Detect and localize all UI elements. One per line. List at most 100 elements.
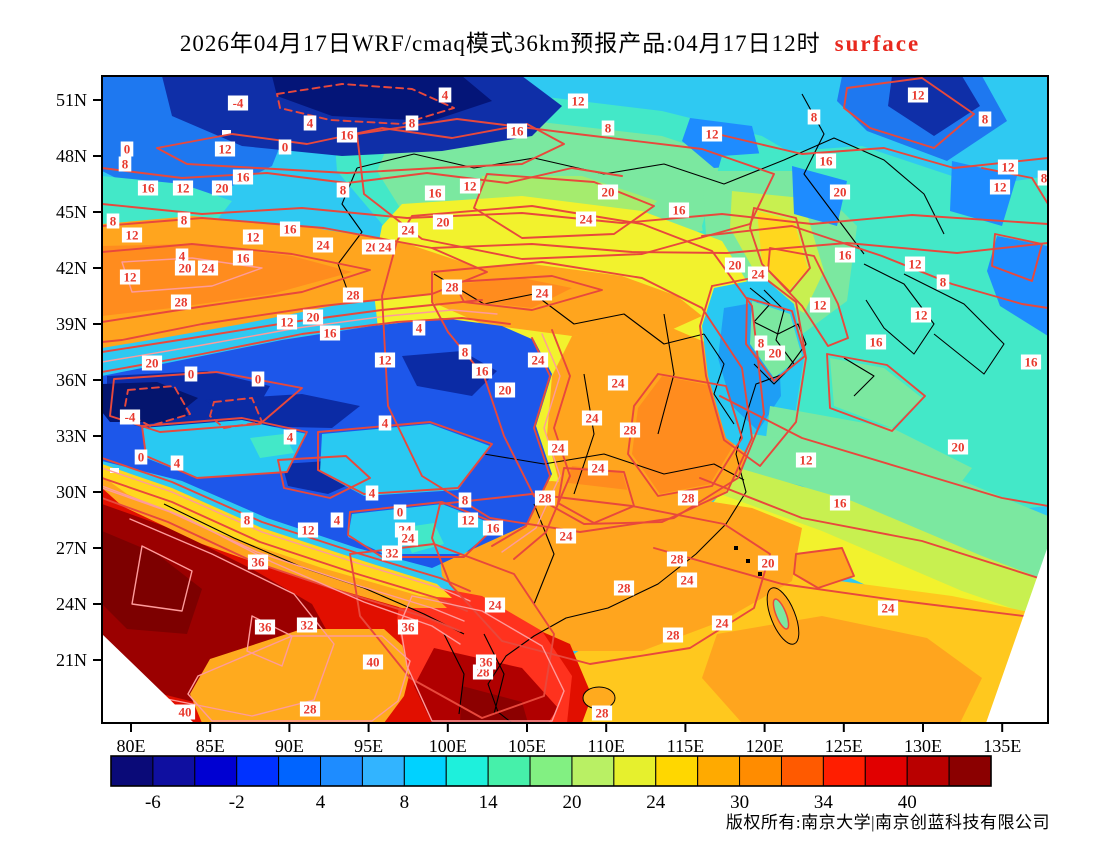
colorbar-cell	[278, 755, 322, 787]
contour-label: 36	[475, 654, 497, 670]
contour-line	[156, 123, 565, 174]
colorbar-cell	[529, 755, 573, 787]
contour-label-text: 24	[489, 598, 503, 613]
contour-label: 0	[278, 139, 292, 155]
colorbar-cell	[403, 755, 447, 787]
colorbar-cell	[864, 755, 908, 787]
contour-label: 8	[978, 111, 992, 127]
contour-label: 12	[809, 297, 831, 313]
y-tick-label: 24N	[56, 594, 87, 614]
colorbar-tick-label: 8	[400, 792, 410, 813]
contour-label: 20	[757, 555, 779, 571]
contour-label-text: 16	[820, 154, 834, 169]
contour-line	[102, 477, 468, 612]
contour-label: -4	[119, 409, 141, 425]
se-orange-blob	[702, 616, 982, 723]
contour-label: 28	[534, 490, 556, 506]
contour-label: 12	[795, 452, 817, 468]
contour-label: 12	[457, 512, 479, 528]
projection-cut	[102, 634, 194, 723]
colorbar-frame	[110, 755, 992, 787]
contour-label-text: 16	[341, 128, 355, 143]
contour-label: 8	[936, 274, 950, 290]
contour-label-text: 16	[834, 496, 848, 511]
colorbar-tick-label: 30	[730, 792, 749, 813]
colorbar-cell	[487, 755, 531, 787]
contour-label: 12	[297, 522, 319, 538]
contour-label: 20	[597, 184, 619, 200]
contour-label-text: 24	[592, 461, 606, 476]
contour-label-text: 4	[442, 88, 449, 103]
contour-label: 28	[666, 551, 688, 567]
contour-label-text: 0	[255, 372, 262, 387]
coastline-border	[903, 273, 1005, 375]
contour-label: 8	[177, 212, 191, 228]
contour-label: 12	[121, 227, 143, 243]
contour-label: 24	[555, 528, 577, 544]
contour-label: 8	[405, 115, 419, 131]
contour-label: -4	[227, 95, 249, 111]
contour-label: 28	[677, 490, 699, 506]
projection-cut-layer	[102, 546, 1048, 723]
contour-line	[102, 487, 465, 622]
contour-line	[246, 615, 293, 667]
contour-label-text: 24	[560, 529, 574, 544]
contour-label: 24	[676, 572, 698, 588]
contour-label: 16	[232, 250, 254, 266]
colorbar-tick-label: -6	[145, 792, 161, 813]
contour-line	[102, 467, 471, 602]
contour-label-text: 24	[552, 441, 566, 456]
coastline-border	[487, 287, 807, 723]
okinawa-orange	[794, 548, 854, 588]
contour-label: 0	[120, 141, 134, 157]
contour-label-text: 28	[347, 288, 361, 303]
contour-label: 20	[947, 439, 969, 455]
contour-label: 20	[494, 382, 516, 398]
contour-label: 24	[397, 222, 419, 238]
contour-label-text: 0	[138, 450, 145, 465]
contour-label: 24	[747, 266, 769, 282]
tibet-navy-2	[205, 394, 360, 428]
colorbar-cell	[780, 755, 824, 787]
contour-label-text: 24	[402, 531, 416, 546]
contour-label-layer: -4 0 8 12 4 16 0 16 12 20 16 8 8 8 12 12 16 24 20 24 4 16 20 24…	[106, 87, 1048, 721]
coastline-border	[483, 633, 505, 715]
contour-label-text: 8	[181, 213, 188, 228]
contour-label: 4	[175, 248, 189, 264]
contour-label: 12	[904, 256, 926, 272]
colorbar-cell	[739, 755, 782, 787]
contour-label-text: 16	[237, 170, 251, 185]
contour-label: 16	[279, 221, 301, 237]
contour-label-text: 28	[682, 491, 696, 506]
x-tick-label: 100E	[429, 736, 467, 756]
x-tick-label: 135E	[983, 736, 1021, 756]
contour-line	[453, 275, 603, 311]
contour-label: 8	[754, 335, 768, 351]
contour-label: 28	[299, 701, 321, 717]
contour-label: 20	[302, 309, 324, 325]
contour-label-text: 36	[259, 620, 273, 635]
contour-label: 28	[613, 580, 635, 596]
contour-label-text: 4	[382, 416, 389, 431]
contour-label-text: 12	[1002, 160, 1015, 175]
colorbar-cell	[613, 755, 657, 787]
contour-line	[843, 77, 975, 149]
india-darkest	[102, 531, 202, 634]
colorbar-cell	[110, 755, 154, 787]
contour-label: 16	[1020, 354, 1042, 370]
contour-label-text: 24	[379, 240, 393, 255]
contour-label-text: 12	[909, 257, 922, 272]
contour-line	[317, 421, 493, 495]
colorbar-cell	[822, 755, 866, 787]
contour-line	[699, 275, 807, 467]
contour-label: 16	[829, 495, 851, 511]
se-green-band	[742, 434, 1048, 581]
coastline-border	[356, 137, 945, 235]
contour-label-text: 12	[379, 353, 392, 368]
colorbar-cell	[194, 755, 238, 787]
contour-label-text: 20	[179, 261, 192, 276]
contour-label: 28	[170, 294, 192, 310]
contour-line	[431, 242, 1048, 254]
contour-label-text: 16	[142, 181, 156, 196]
colorbar-cell	[445, 755, 489, 787]
